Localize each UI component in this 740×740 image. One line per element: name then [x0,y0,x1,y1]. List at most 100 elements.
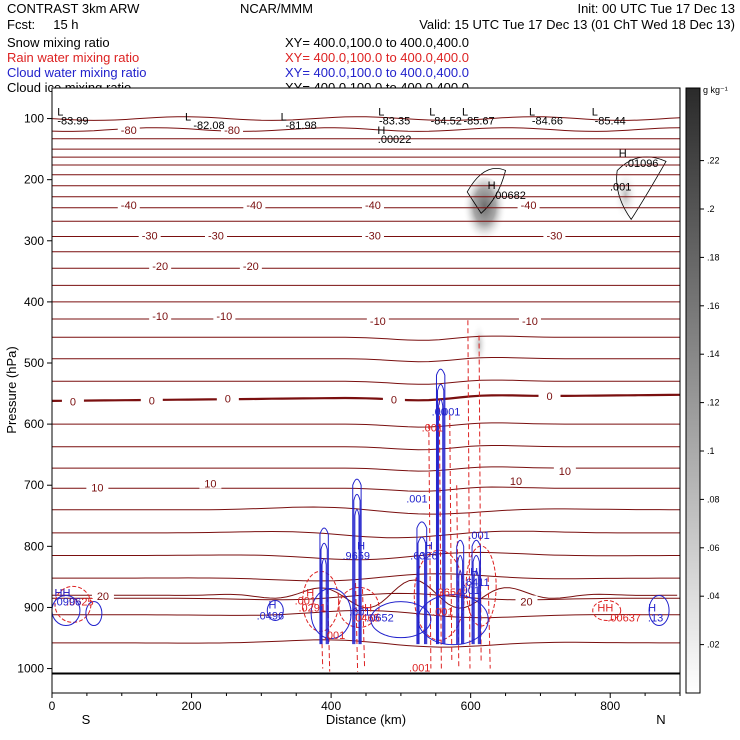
field-snow-name: Snow mixing ratio [7,35,110,50]
isotherm [52,422,680,428]
temperature-label: -80 [121,125,137,137]
temperature-label: -20 [152,261,168,273]
rain-label: .001 [295,595,316,607]
temperature-label: -30 [208,231,224,243]
cloud-water-contour [648,595,670,626]
cloud-water-label: .6411 [463,577,490,589]
field-cloud-water-name: Cloud water mixing ratio [7,65,146,80]
isotherm [52,379,680,385]
rain-contour [362,589,366,669]
temperature-label: -10 [152,311,168,323]
cloud-water-label: H [357,540,365,552]
extremum-label: .00682 [492,190,526,202]
cloud-water-label: .001 [406,493,427,505]
contour-label-bg [505,475,528,487]
cloud-water-label: .0496 [257,611,285,623]
cloud-water-contour [52,595,81,626]
cloud-water-label: .6326 [410,551,438,563]
field-rain-name: Rain water mixing ratio [7,50,139,65]
extremum-label: L [429,106,435,118]
y-tick-label: 200 [24,173,44,187]
colorbar-tick-label: .16 [707,301,720,311]
y-tick-label: 600 [24,417,44,431]
contour-label-bg [517,198,540,210]
colorbar: g kg⁻¹ .02 .04 .06 .08 .1 .12 .14 .16 .18 .2 .22 [685,85,728,694]
rain-contour [413,549,465,641]
temperature-label: 0 [546,391,552,403]
contour-label-bg [239,260,262,272]
cloud-water-contour [321,558,327,645]
temperature-label: 0 [391,394,397,406]
cloud-water-label: H [269,600,277,612]
cloud-water-contour [458,570,463,645]
rain-contour [449,414,453,663]
contour-label-bg [149,260,172,272]
x-tick-label: 600 [461,699,481,713]
cloud-water-contour [353,493,361,645]
colorbar-unit: g kg⁻¹ [703,85,728,95]
forecast-hour: Fcst: 15 h [7,17,79,32]
y-tick-label: 700 [24,478,44,492]
contour-label-bg [518,315,541,327]
contour-label-bg [61,395,84,407]
cloud-water-label: .0996 [54,597,82,609]
cloud-water-contour [266,600,284,621]
temperature-label: -20 [243,261,259,273]
init-time: Init: 00 UTC Tue 17 Dec 13 [577,1,735,16]
contour-label-bg [543,229,566,241]
cloud-water-contour [320,542,328,645]
rain-label: .001 [432,606,453,618]
colorbar-tick-label: .02 [707,640,720,650]
y-axis-label: Pressure (hPa) [4,346,19,433]
extremum-label: L [592,106,598,118]
isotherm-20 [52,579,678,609]
cloud-water-contour [437,383,445,645]
cloud-water-label: .00 [432,407,447,419]
extremum-label: L [185,111,191,123]
isotherm [52,486,680,492]
rain-label: .0465 [352,612,380,624]
colorbar-tick-label: .22 [707,156,720,166]
direction-north: N [656,712,665,727]
isotherm [52,551,680,561]
y-tick-label: 800 [24,539,44,553]
temperature-label: 10 [510,476,522,488]
contour-label-bg [86,481,109,493]
contour-label-bg [243,198,266,210]
isotherm [52,506,680,515]
rain-contour [592,600,622,621]
cloud-water-label: H [425,540,433,552]
isotherm [52,610,680,619]
isotherm [52,335,680,341]
rain-label: HH [55,587,71,599]
field-rain-xy: XY= 400.0,100.0 to 400.0,400.0 [285,50,469,65]
contour-label-bg [140,394,163,406]
cloud-water-contour [457,555,464,645]
isotherm [52,116,680,121]
temperature-label: -40 [246,200,262,212]
extremum-label: -85.44 [595,116,626,128]
extremum-label: -84.52 [431,116,462,128]
contour-label-bg [216,392,239,404]
extremum-label: L [462,106,468,118]
rain-label: .001 [422,422,443,434]
colorbar-tick-label: .08 [707,494,720,504]
temperature-label: -10 [370,316,386,328]
contour-label-bg [361,198,384,210]
cloud-water-label: .0652 [366,612,394,624]
direction-south: S [82,712,91,727]
extremum-label: H [488,180,496,192]
cloud-water-contour [418,551,426,645]
contour-label-bg [553,464,576,476]
colorbar-tick-label: .18 [707,252,720,262]
rain-label: .0291 [299,603,327,615]
colorbar-ticks: .02 .04 .06 .08 .1 .12 .14 .16 .18 .2 .22 [700,156,720,650]
cloud-water-contour [435,368,446,645]
isotherm [52,639,680,648]
rain-label: .001 [409,663,430,675]
cloud-water-contour [416,521,428,645]
extremum-label: .00022 [378,134,412,146]
temperature-label: 0 [149,396,155,408]
cloud-water-contour [417,536,427,645]
